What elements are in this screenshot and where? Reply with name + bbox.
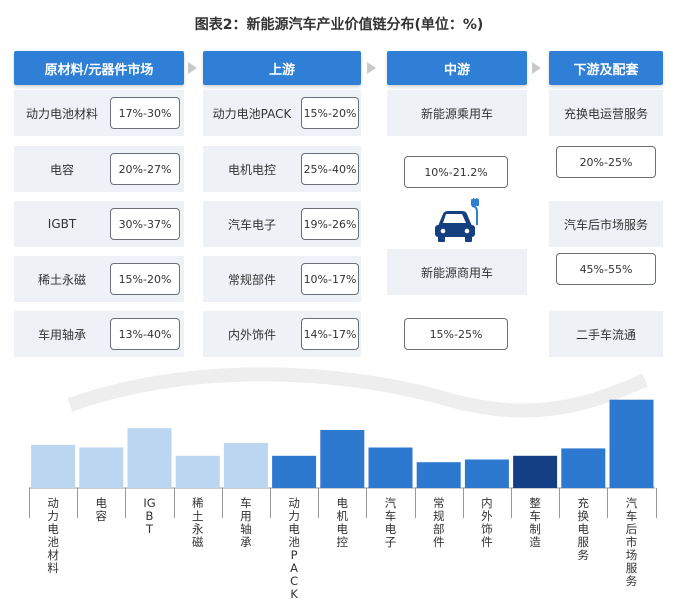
header-midstream: 中游 bbox=[387, 51, 527, 85]
tick-separator bbox=[607, 488, 609, 518]
bar bbox=[272, 455, 317, 488]
bar bbox=[127, 428, 172, 488]
x-tick-label: 内外饰件 bbox=[481, 496, 493, 549]
header-downstream: 下游及配套 bbox=[549, 51, 663, 85]
value-box: 14%-17% bbox=[301, 318, 359, 350]
value-box: 15%-20% bbox=[301, 97, 359, 129]
cell-label: 稀土永磁 bbox=[37, 272, 86, 287]
x-tick-label: 电机电控 bbox=[336, 496, 349, 549]
plug-icon bbox=[471, 198, 479, 225]
cell-label: 电容 bbox=[49, 162, 74, 177]
tick-separator bbox=[414, 488, 416, 518]
bar bbox=[79, 447, 124, 488]
cell-used-car: 二手车流通 bbox=[549, 311, 663, 357]
header-upstream: 上游 bbox=[203, 51, 361, 85]
x-tick-label: 动力电池材料 bbox=[47, 496, 59, 575]
bar bbox=[175, 455, 220, 488]
x-tick-label: 稀土永磁 bbox=[191, 496, 204, 549]
tick-separator bbox=[511, 488, 512, 518]
bar bbox=[464, 459, 509, 488]
value-box: 15%-20% bbox=[110, 263, 180, 295]
x-tick-label: 常规部件 bbox=[432, 496, 445, 549]
tick-separator bbox=[462, 488, 464, 518]
tick-separator bbox=[125, 488, 127, 518]
x-tick-label: 汽车后市场服务 bbox=[625, 496, 638, 588]
cell-label: 充换电运营服务 bbox=[563, 106, 648, 121]
cell-label: 动力电池PACK bbox=[212, 106, 292, 121]
tick-separator bbox=[173, 488, 175, 518]
value-box: 10%-17% bbox=[301, 263, 359, 295]
bar bbox=[320, 430, 365, 488]
x-tick-label: 车用轴承 bbox=[240, 496, 252, 549]
value-box: 19%-26% bbox=[301, 208, 359, 240]
x-tick-label: 整车制造 bbox=[529, 496, 541, 549]
tick-separator bbox=[270, 488, 271, 518]
tick-separator bbox=[77, 488, 79, 518]
x-tick-label: 充换电服务 bbox=[577, 496, 590, 562]
page-title: 图表2：新能源汽车产业价值链分布(单位：%) bbox=[194, 17, 484, 33]
arrow-icon bbox=[532, 62, 541, 74]
cell-label: 电机电控 bbox=[227, 162, 276, 177]
x-tick-label: 动力电池PACK bbox=[288, 496, 300, 601]
header-raw-materials: 原材料/元器件市场 bbox=[14, 51, 184, 85]
value-box: 17%-30% bbox=[110, 97, 180, 129]
tick-separator bbox=[559, 488, 561, 518]
tick-separator bbox=[366, 488, 368, 518]
cell-label: 车用轴承 bbox=[37, 327, 86, 342]
x-tick-label: IGBT bbox=[143, 496, 156, 536]
bar bbox=[223, 442, 268, 488]
tick-separator bbox=[221, 488, 223, 518]
cell-label: 动力电池材料 bbox=[25, 106, 98, 121]
cell-aftermarket: 汽车后市场服务 bbox=[549, 201, 663, 247]
bar bbox=[368, 447, 413, 488]
cell-charging-service: 充换电运营服务 bbox=[549, 90, 663, 136]
cell-passenger-ev: 新能源乘用车 bbox=[387, 90, 527, 136]
value-box: 15%-25% bbox=[404, 318, 508, 350]
value-box: 45%-55% bbox=[556, 253, 656, 285]
arrow-icon bbox=[367, 62, 376, 74]
electric-car-icon bbox=[435, 198, 479, 242]
bar bbox=[513, 455, 558, 488]
value-box: 10%-21.2% bbox=[404, 156, 508, 188]
tick-separator bbox=[29, 488, 30, 518]
bar bbox=[31, 444, 76, 488]
arrow-icon bbox=[188, 62, 197, 74]
value-box: 30%-37% bbox=[110, 208, 180, 240]
value-box: 20%-25% bbox=[556, 146, 656, 178]
value-box: 13%-40% bbox=[110, 318, 180, 350]
x-tick-label: 电容 bbox=[95, 496, 108, 523]
cell-commercial-ev: 新能源商用车 bbox=[387, 249, 527, 295]
decorative-curve bbox=[67, 367, 648, 418]
cell-label: 新能源商用车 bbox=[420, 265, 493, 280]
bar bbox=[561, 448, 606, 488]
cell-label: 汽车电子 bbox=[227, 217, 276, 232]
bar bbox=[416, 462, 461, 488]
value-box: 25%-40% bbox=[301, 153, 359, 185]
x-tick-label: 汽车电子 bbox=[384, 496, 397, 549]
cell-label: 常规部件 bbox=[227, 272, 276, 287]
cell-label: 汽车后市场服务 bbox=[563, 217, 648, 232]
bar bbox=[609, 399, 654, 488]
value-box: 20%-27% bbox=[110, 153, 180, 185]
tick-separator bbox=[655, 488, 657, 518]
cell-label: 二手车流通 bbox=[575, 327, 636, 342]
cell-label: IGBT bbox=[47, 217, 77, 231]
tick-separator bbox=[318, 488, 320, 518]
cell-label: 新能源乘用车 bbox=[420, 106, 493, 121]
cell-label: 内外饰件 bbox=[227, 327, 276, 342]
